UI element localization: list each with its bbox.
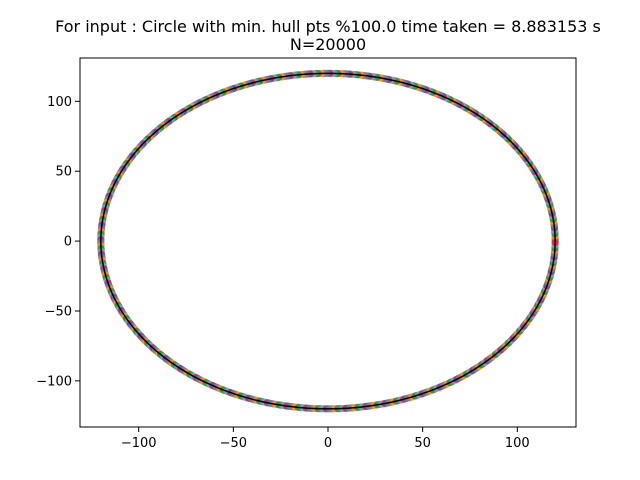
x-tick-label: 50 bbox=[414, 436, 431, 451]
plot-area bbox=[79, 57, 577, 428]
chart-title: For input : Circle with min. hull pts %1… bbox=[55, 17, 601, 36]
chart-subtitle: N=20000 bbox=[290, 35, 366, 54]
y-tick-label: −50 bbox=[45, 304, 72, 319]
x-tick-label: −100 bbox=[121, 436, 157, 451]
axes-background bbox=[80, 58, 576, 427]
x-tick-label: 0 bbox=[324, 436, 332, 451]
x-axis-ticks: −100 −50 0 50 100 bbox=[121, 427, 530, 451]
y-tick-label: −100 bbox=[36, 374, 72, 389]
x-tick-label: −50 bbox=[220, 436, 247, 451]
y-axis-ticks: 100 50 0 −50 −100 bbox=[36, 95, 80, 389]
y-tick-label: 0 bbox=[64, 235, 72, 250]
x-tick-label: 100 bbox=[505, 436, 530, 451]
hull-line bbox=[100, 72, 556, 410]
y-tick-label: 100 bbox=[47, 95, 72, 110]
y-tick-label: 50 bbox=[55, 165, 72, 180]
